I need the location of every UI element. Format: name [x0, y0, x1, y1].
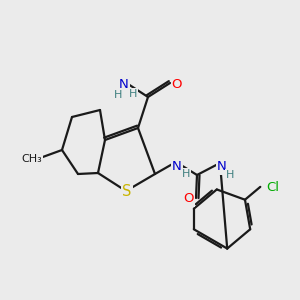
- Text: O: O: [184, 193, 194, 206]
- Text: N: N: [217, 160, 227, 173]
- Text: H: H: [129, 89, 137, 99]
- Text: H: H: [114, 90, 122, 100]
- Text: H: H: [182, 169, 190, 179]
- Text: H: H: [226, 170, 234, 180]
- Text: N: N: [119, 79, 129, 92]
- Text: O: O: [172, 77, 182, 91]
- Text: N: N: [172, 160, 182, 172]
- Text: CH₃: CH₃: [22, 154, 42, 164]
- Text: Cl: Cl: [266, 182, 279, 194]
- Text: S: S: [122, 184, 132, 200]
